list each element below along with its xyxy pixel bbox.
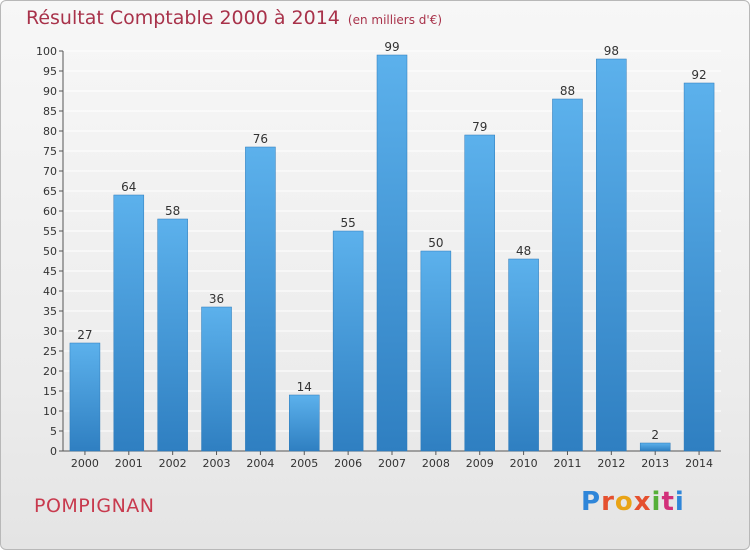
value-label-2001: 64 bbox=[121, 180, 136, 194]
y-tick-label: 55 bbox=[43, 225, 57, 238]
y-tick-label: 80 bbox=[43, 125, 57, 138]
y-tick-label: 30 bbox=[43, 325, 57, 338]
y-tick-label: 90 bbox=[43, 85, 57, 98]
bar-2002 bbox=[157, 218, 188, 452]
x-tick-label-2014: 2014 bbox=[685, 457, 713, 470]
chart-title-text: Résultat Comptable 2000 à 2014 bbox=[26, 7, 340, 29]
x-tick-label-2003: 2003 bbox=[203, 457, 231, 470]
x-tick-label-2006: 2006 bbox=[334, 457, 362, 470]
bar-2011 bbox=[552, 98, 583, 452]
y-tick-label: 20 bbox=[43, 365, 57, 378]
x-tick-label-2000: 2000 bbox=[71, 457, 99, 470]
value-label-2009: 79 bbox=[472, 120, 487, 134]
value-label-2000: 27 bbox=[77, 328, 92, 342]
x-tick-labels: 2000 2001 2002 2003 2004 2005 2006 2007 2008 2009… bbox=[71, 457, 713, 470]
x-tick-label-2008: 2008 bbox=[422, 457, 450, 470]
y-tick-labels: 0 5 10 15 20 25 30 35 40 45 50 55 60 65 70 75 80 85 90 95 10… bbox=[36, 45, 57, 458]
value-label-2008: 50 bbox=[428, 236, 443, 250]
value-labels: 27 64 58 36 76 14 55 99 50 79 48 88 98 2 92 bbox=[77, 40, 706, 442]
bar-2005 bbox=[289, 394, 320, 452]
chart-title-unit: (en milliers d'€) bbox=[347, 13, 443, 27]
y-tick-label: 50 bbox=[43, 245, 57, 258]
y-tick-label: 70 bbox=[43, 165, 57, 178]
bar-2006 bbox=[332, 230, 364, 452]
bars bbox=[69, 54, 715, 452]
value-label-2010: 48 bbox=[516, 244, 531, 258]
bar-2000 bbox=[69, 342, 101, 452]
bar-2009 bbox=[464, 134, 495, 452]
bar-2007 bbox=[376, 54, 408, 452]
bar-2012 bbox=[596, 58, 627, 452]
y-tick-label: 45 bbox=[43, 265, 57, 278]
value-label-2013: 2 bbox=[651, 428, 659, 442]
y-tick-label: 60 bbox=[43, 205, 57, 218]
x-tick-label-2002: 2002 bbox=[159, 457, 187, 470]
y-tick-label: 15 bbox=[43, 385, 57, 398]
y-tick-label: 25 bbox=[43, 345, 57, 358]
proxiti-logo: Proxiti bbox=[581, 487, 685, 517]
x-tick-label-2005: 2005 bbox=[290, 457, 318, 470]
y-tick-label: 100 bbox=[36, 45, 57, 58]
bar-2004 bbox=[245, 146, 276, 452]
x-tick-label-2010: 2010 bbox=[510, 457, 538, 470]
value-label-2012: 98 bbox=[604, 44, 619, 58]
y-tick-label: 40 bbox=[43, 285, 57, 298]
x-tick-label-2004: 2004 bbox=[246, 457, 274, 470]
y-tick-label: 95 bbox=[43, 65, 57, 78]
bar-2014 bbox=[683, 82, 715, 452]
value-label-2005: 14 bbox=[297, 380, 312, 394]
bar-2013 bbox=[639, 442, 671, 452]
y-tick-label: 5 bbox=[50, 425, 57, 438]
x-tick-label-2013: 2013 bbox=[641, 457, 669, 470]
y-tick-label: 0 bbox=[50, 445, 57, 458]
value-label-2014: 92 bbox=[691, 68, 706, 82]
chart-title: Résultat Comptable 2000 à 2014 (en millie… bbox=[26, 7, 442, 29]
bar-2001 bbox=[113, 194, 145, 452]
y-tick-label: 65 bbox=[43, 185, 57, 198]
y-tick-label: 10 bbox=[43, 405, 57, 418]
x-tick-label-2011: 2011 bbox=[553, 457, 581, 470]
bar-2010 bbox=[508, 258, 539, 452]
y-tick-label: 35 bbox=[43, 305, 57, 318]
bar-2003 bbox=[201, 306, 232, 452]
value-label-2007: 99 bbox=[384, 40, 399, 54]
commune-name: POMPIGNAN bbox=[34, 495, 155, 517]
bar-2008 bbox=[420, 250, 452, 452]
value-label-2011: 88 bbox=[560, 84, 575, 98]
x-tick-label-2007: 2007 bbox=[378, 457, 406, 470]
value-label-2002: 58 bbox=[165, 204, 180, 218]
x-tick-label-2009: 2009 bbox=[466, 457, 494, 470]
x-tick-label-2001: 2001 bbox=[115, 457, 143, 470]
x-tick-label-2012: 2012 bbox=[597, 457, 625, 470]
y-tick-label: 85 bbox=[43, 105, 57, 118]
y-tick-label: 75 bbox=[43, 145, 57, 158]
value-label-2004: 76 bbox=[253, 132, 268, 146]
value-label-2003: 36 bbox=[209, 292, 224, 306]
value-label-2006: 55 bbox=[340, 216, 355, 230]
